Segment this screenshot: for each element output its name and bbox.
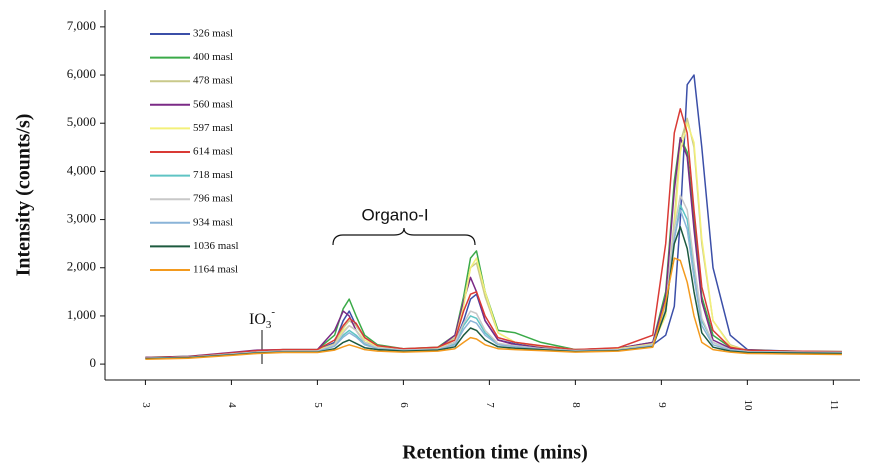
line-series bbox=[145, 209, 842, 360]
annotation-sup: - bbox=[271, 306, 275, 318]
legend-label: 326 masl bbox=[193, 28, 233, 40]
line-series bbox=[145, 136, 842, 359]
legend-label: 597 masl bbox=[193, 122, 233, 134]
legend-label: 400 masl bbox=[193, 51, 233, 63]
x-tick-label: 7 bbox=[484, 402, 496, 408]
annotation: IO3- bbox=[249, 306, 275, 331]
x-tick-label: 3 bbox=[140, 402, 152, 408]
x-tick-label: 4 bbox=[226, 402, 238, 408]
line-series bbox=[145, 136, 842, 359]
legend-label: 614 masl bbox=[193, 146, 233, 158]
annotation-text: IO bbox=[249, 311, 266, 328]
legend-label: 478 masl bbox=[193, 75, 233, 87]
line-series bbox=[145, 108, 842, 359]
y-tick-label: 4,000 bbox=[67, 162, 96, 177]
annotation: Organo-I bbox=[361, 205, 428, 224]
line-series bbox=[145, 204, 842, 360]
legend-label: 718 masl bbox=[193, 169, 233, 181]
legend-label: 1164 masl bbox=[193, 264, 238, 276]
x-tick-label: 6 bbox=[398, 402, 410, 408]
y-tick-label: 6,000 bbox=[67, 66, 96, 81]
line-series bbox=[145, 226, 842, 360]
annotation-sub: 3 bbox=[266, 319, 272, 331]
y-tick-label: 3,000 bbox=[67, 211, 96, 226]
legend-label: 1036 masl bbox=[193, 240, 239, 252]
line-series bbox=[145, 257, 842, 361]
line-series bbox=[145, 194, 842, 360]
legend-label: 796 masl bbox=[193, 193, 233, 205]
y-tick-label: 7,000 bbox=[67, 18, 96, 33]
y-tick-label: 2,000 bbox=[67, 259, 96, 274]
x-tick-label: 11 bbox=[828, 400, 840, 411]
y-tick-label: 1,000 bbox=[67, 307, 96, 322]
brace bbox=[332, 227, 476, 246]
y-axis-title: Intensity (counts/s) bbox=[13, 114, 35, 277]
y-tick-label: 0 bbox=[90, 355, 97, 370]
legend-label: 934 masl bbox=[193, 216, 233, 228]
legend-label: 560 masl bbox=[193, 98, 233, 110]
x-tick-label: 5 bbox=[312, 402, 324, 408]
x-tick-label: 9 bbox=[656, 402, 668, 408]
x-tick-label: 8 bbox=[570, 402, 582, 408]
x-axis-title: Retention time (mins) bbox=[402, 442, 588, 464]
x-tick-label: 10 bbox=[742, 400, 754, 412]
y-tick-label: 5,000 bbox=[67, 114, 96, 129]
